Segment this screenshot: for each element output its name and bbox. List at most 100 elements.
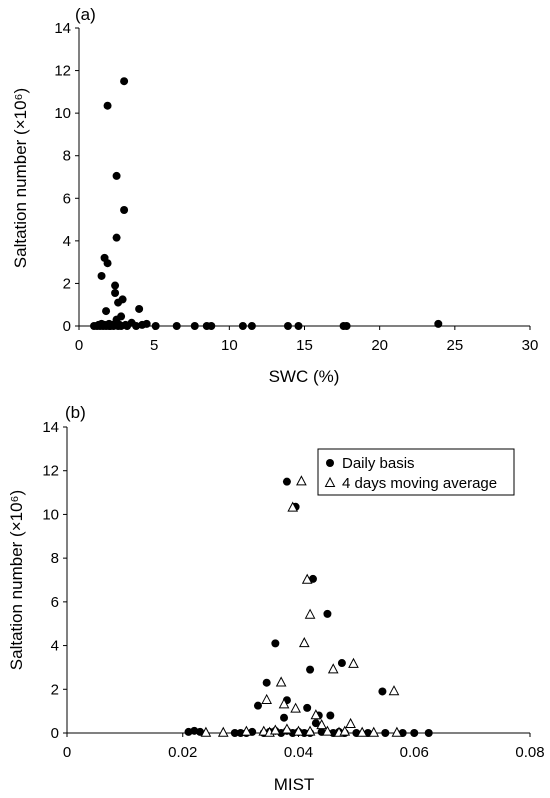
data-point-triangle xyxy=(301,573,313,584)
panel-a-label: (a) xyxy=(75,5,96,24)
data-point-circle xyxy=(117,312,126,321)
data-point-triangle xyxy=(388,685,400,696)
data-point-circle xyxy=(262,678,271,687)
data-point-circle xyxy=(271,639,280,648)
panel-b: (b) Saltation number (×10⁶) MIST 0 2 4 6 8 10… xyxy=(7,403,545,794)
data-point-triangle xyxy=(287,501,299,512)
data-point-circle xyxy=(120,77,129,86)
legend-marker-circle xyxy=(326,459,334,467)
data-point-circle xyxy=(112,171,121,180)
data-point-circle xyxy=(111,289,120,298)
panel-b-y-tick-label: 0 xyxy=(51,725,59,742)
data-point-triangle xyxy=(316,719,327,730)
data-point-circle xyxy=(311,719,320,728)
data-point-triangle xyxy=(217,726,229,737)
panel-a-x-tick-label: 10 xyxy=(221,337,238,354)
data-point-triangle xyxy=(241,725,252,736)
legend-label: Daily basis xyxy=(342,455,415,472)
data-point-circle xyxy=(323,609,332,618)
panel-a: (a) Saltation number (×10⁶) SWC (%) 0 2 4 6… xyxy=(11,5,538,386)
panel-b-series-1 xyxy=(200,475,403,737)
data-point-triangle xyxy=(281,723,293,734)
data-point-triangle xyxy=(258,725,270,736)
data-point-circle xyxy=(342,322,351,330)
data-point-triangle xyxy=(348,657,359,668)
data-point-circle xyxy=(112,233,121,242)
panel-a-x-tick-label: 0 xyxy=(75,337,83,354)
data-point-triangle xyxy=(293,725,304,736)
panel-a-y-tick-label: 8 xyxy=(63,148,71,165)
data-point-triangle xyxy=(304,725,316,736)
panel-a-x-tick-label: 25 xyxy=(446,337,463,354)
data-point-triangle xyxy=(298,637,310,648)
panel-b-y-tick-label: 2 xyxy=(51,681,59,698)
data-point-circle xyxy=(238,322,247,330)
panel-b-legend: Daily basis 4 days moving average xyxy=(317,448,515,496)
data-point-circle xyxy=(253,701,262,710)
legend-label: 4 days moving average xyxy=(342,475,497,492)
panel-a-y-tick-label: 10 xyxy=(54,105,71,122)
data-point-circle xyxy=(102,307,111,316)
data-point-triangle xyxy=(275,676,287,687)
data-point-triangle xyxy=(368,726,380,737)
panel-b-y-tick-label: 6 xyxy=(51,594,59,611)
data-point-triangle xyxy=(322,725,333,736)
panel-a-y-tick-label: 12 xyxy=(54,63,71,80)
panel-a-x-tick-label: 15 xyxy=(296,337,313,354)
data-point-circle xyxy=(142,319,151,328)
data-point-circle xyxy=(337,659,346,668)
data-point-circle xyxy=(247,322,256,330)
data-point-triangle xyxy=(270,724,281,735)
data-point-triangle xyxy=(200,726,212,737)
data-point-circle xyxy=(424,729,433,737)
data-point-circle xyxy=(190,322,199,330)
panel-b-x-tick-label: 0.04 xyxy=(284,744,313,761)
panel-b-y-tick-label: 4 xyxy=(51,638,59,655)
panel-b-x-tick-label: 0.08 xyxy=(515,744,544,761)
panel-a-x-tick-label: 20 xyxy=(371,337,388,354)
data-point-triangle xyxy=(327,663,339,674)
panel-a-x-tick-label: 30 xyxy=(522,337,539,354)
data-point-circle xyxy=(207,322,216,330)
panel-a-y-tick-label: 6 xyxy=(63,190,71,207)
data-point-triangle xyxy=(356,726,368,737)
data-point-circle xyxy=(103,259,112,268)
panel-a-y-tick-label: 0 xyxy=(63,318,71,335)
data-point-circle xyxy=(230,729,239,737)
data-point-circle xyxy=(103,101,112,110)
panel-b-y-tick-label: 14 xyxy=(42,419,59,436)
panel-b-y-tick-label: 12 xyxy=(42,463,59,480)
panel-a-y-tick-label: 4 xyxy=(63,233,71,250)
data-point-triangle xyxy=(261,693,272,704)
panel-b-series-0 xyxy=(184,477,433,737)
panel-b-label: (b) xyxy=(65,403,86,422)
data-point-circle xyxy=(135,304,144,313)
panel-a-series-0 xyxy=(90,77,443,330)
legend-box xyxy=(317,448,515,496)
data-point-circle xyxy=(303,703,312,712)
data-point-triangle xyxy=(278,698,290,709)
panel-b-x-tick-label: 0.06 xyxy=(400,744,429,761)
data-point-triangle xyxy=(304,608,316,619)
panel-b-x-tick-label: 0.02 xyxy=(168,744,197,761)
panel-a-xlabel: SWC (%) xyxy=(269,367,340,386)
data-point-circle xyxy=(111,281,120,290)
data-point-triangle xyxy=(290,702,301,713)
panel-b-x-tick-label: 0 xyxy=(63,744,71,761)
data-point-circle xyxy=(172,322,181,330)
data-point-triangle xyxy=(296,475,307,486)
panel-a-y-tick-label: 14 xyxy=(54,20,71,37)
data-point-circle xyxy=(294,322,303,330)
data-point-circle xyxy=(326,711,335,720)
data-point-circle xyxy=(306,665,315,674)
panel-b-y-tick-label: 10 xyxy=(42,506,59,523)
data-point-circle xyxy=(283,322,292,330)
data-point-circle xyxy=(280,713,289,722)
panel-b-xlabel: MIST xyxy=(274,775,315,794)
panel-b-ylabel: Saltation number (×10⁶) xyxy=(7,490,26,670)
panel-a-x-tick-label: 5 xyxy=(150,337,158,354)
data-point-circle xyxy=(410,729,419,737)
data-point-circle xyxy=(282,477,291,486)
data-point-circle xyxy=(381,729,390,737)
